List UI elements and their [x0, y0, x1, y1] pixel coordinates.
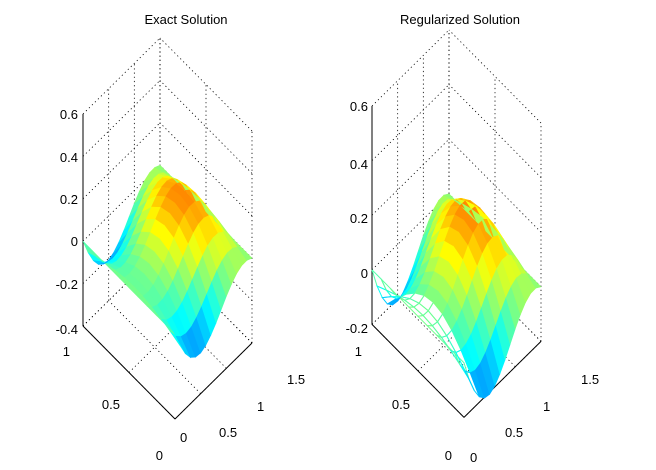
grid-line — [371, 29, 450, 107]
grid-line — [134, 275, 227, 369]
x-tick-label: 0 — [470, 450, 477, 465]
grid-line — [159, 122, 253, 217]
axis-line — [174, 342, 253, 420]
y-tick-labels-exact: 1 0.5 0 — [63, 344, 163, 463]
x-tick-label: 1 — [257, 399, 264, 414]
grid-line — [82, 80, 161, 157]
z-tick-label: 0.4 — [350, 157, 368, 172]
x-tick-label: 1.5 — [581, 372, 599, 387]
y-tick-label: 0 — [156, 448, 163, 463]
x-tick-label: 1.5 — [287, 372, 305, 387]
grid-line — [108, 300, 201, 394]
grid-line — [448, 84, 542, 178]
x-tick-label: 0.5 — [219, 425, 237, 440]
z-tick-label: -0.2 — [346, 321, 368, 336]
y-tick-label: 0.5 — [102, 397, 120, 412]
grid-line — [448, 248, 542, 342]
surface-patch — [526, 273, 542, 289]
z-tick-label: 0.6 — [350, 99, 368, 114]
chart-title-exact: Exact Solution — [144, 12, 227, 27]
y-tick-labels-regularized: 1 0.5 0 — [355, 344, 452, 463]
axis-line — [82, 325, 176, 420]
surface-patch — [440, 335, 457, 354]
axis-line — [371, 324, 465, 418]
subplot-exact: Exact Solution 0.6 0.4 0.2 0 -0.2 -0.4 1… — [56, 12, 305, 463]
surface-exact — [82, 164, 253, 359]
surface-patch — [236, 246, 253, 261]
z-tick-label: -0.4 — [56, 322, 78, 337]
z-tick-label: 0.2 — [60, 192, 78, 207]
y-tick-label: 0.5 — [392, 397, 410, 412]
axis-line — [463, 341, 542, 418]
z-tick-labels-regularized: 0.6 0.4 0.2 0 -0.2 — [346, 99, 368, 336]
grid-line — [159, 207, 253, 301]
subplot-regularized: Regularized Solution 0.6 0.4 0.2 0 -0.2 … — [346, 12, 599, 465]
grid-line — [448, 29, 542, 124]
x-tick-label: 0 — [180, 430, 187, 445]
grid-line — [159, 249, 253, 344]
x-tick-labels-exact: 0 0.5 1 1.5 — [180, 372, 305, 445]
x-tick-label: 1 — [543, 399, 550, 414]
z-tick-label: -0.2 — [56, 277, 78, 292]
surface-regularized — [371, 193, 542, 399]
z-tick-label: 0 — [71, 234, 78, 249]
z-tick-label: 0.6 — [60, 107, 78, 122]
y-tick-label: 0 — [445, 448, 452, 463]
z-tick-labels-exact: 0.6 0.4 0.2 0 -0.2 -0.4 — [56, 107, 78, 337]
z-tick-label: 0.4 — [60, 150, 78, 165]
grid-line — [448, 138, 542, 233]
grid-line — [82, 37, 161, 115]
y-tick-label: 1 — [63, 344, 70, 359]
x-tick-label: 0.5 — [505, 425, 523, 440]
grid-exact — [82, 37, 253, 420]
x-tick-labels-regularized: 0 0.5 1 1.5 — [470, 372, 599, 465]
grid-line — [371, 84, 450, 161]
grid-line — [159, 37, 253, 132]
grid-line — [159, 80, 253, 174]
chart-title-regularized: Regularized Solution — [400, 12, 520, 27]
z-tick-label: 0 — [361, 266, 368, 281]
z-tick-label: 0.2 — [350, 211, 368, 226]
y-tick-label: 1 — [355, 344, 362, 359]
surface-patch — [425, 325, 442, 338]
